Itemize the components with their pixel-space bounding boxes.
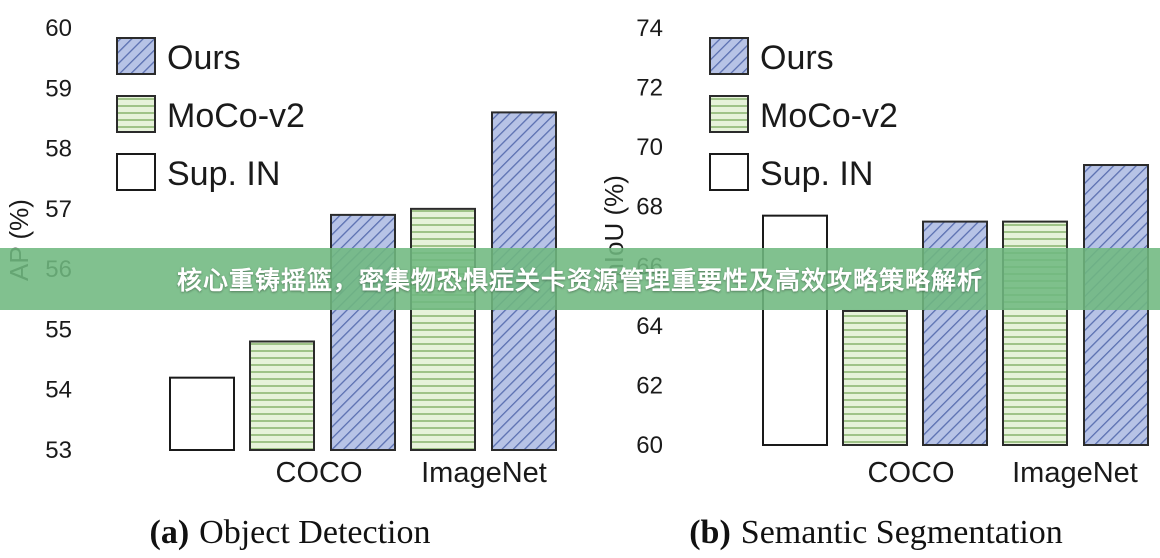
- semantic-segmentation-chart: 6062646668707274 mIoU (%) COCO ImageNet …: [599, 15, 1149, 551]
- banner-text: 核心重铸摇篮，密集物恐惧症关卡资源管理重要性及高效攻略策略解析: [176, 266, 983, 295]
- chart-caption: (b) Semantic Segmentation: [689, 514, 1063, 551]
- legend: Ours MoCo-v2 Sup. IN: [709, 37, 898, 193]
- caption-text: Object Detection: [199, 514, 430, 551]
- y-tick-label: 68: [636, 194, 663, 221]
- caption-letter: (b): [689, 514, 731, 551]
- y-tick-label: 60: [636, 432, 663, 459]
- bar-coco-moco-v2: [842, 309, 908, 447]
- y-tick-label: 70: [636, 134, 663, 161]
- object-detection-chart: 5354555657585960 AP (%) COCO ImageNet Ou…: [4, 15, 557, 551]
- legend-label-ours: Ours: [760, 39, 834, 77]
- legend-swatch-moco-v2: [709, 95, 749, 133]
- bar-coco-moco-v2: [249, 340, 315, 451]
- chart-caption: (a) Object Detection: [150, 514, 431, 551]
- caption-letter: (a): [150, 514, 190, 551]
- y-axis-ticks: 5354555657585960: [45, 15, 72, 464]
- y-tick-label: 72: [636, 75, 663, 102]
- legend-swatch-sup-in: [709, 153, 749, 191]
- legend-label-moco-v2: MoCo-v2: [760, 97, 898, 135]
- y-tick-label: 54: [45, 377, 72, 404]
- y-tick-label: 58: [45, 136, 72, 163]
- legend-label-moco-v2: MoCo-v2: [167, 97, 305, 135]
- legend-label-ours: Ours: [167, 39, 241, 77]
- y-tick-label: 57: [45, 196, 72, 223]
- category-label-coco: COCO: [868, 457, 955, 489]
- legend-swatch-ours: [116, 37, 156, 75]
- y-axis-ticks: 6062646668707274: [636, 15, 663, 459]
- y-tick-label: 62: [636, 372, 663, 399]
- legend-swatch-sup-in: [116, 153, 156, 191]
- y-tick-label: 60: [45, 15, 72, 42]
- y-tick-label: 74: [636, 15, 663, 42]
- category-label-imagenet: ImageNet: [1012, 457, 1138, 489]
- bar-imagenet-moco-v2: [410, 207, 476, 451]
- overlay-banner: 核心重铸摇篮，密集物恐惧症关卡资源管理重要性及高效攻略策略解析: [0, 248, 1160, 310]
- legend-swatch-moco-v2: [116, 95, 156, 133]
- caption-text: Semantic Segmentation: [741, 514, 1063, 551]
- category-label-imagenet: ImageNet: [421, 457, 547, 489]
- legend-label-sup-in: Sup. IN: [760, 155, 873, 193]
- bar-coco-sup-in: [169, 376, 235, 451]
- category-label-coco: COCO: [276, 457, 363, 489]
- legend-swatch-ours: [709, 37, 749, 75]
- y-tick-label: 64: [636, 313, 663, 340]
- legend: Ours MoCo-v2 Sup. IN: [116, 37, 305, 193]
- y-tick-label: 59: [45, 75, 72, 102]
- legend-label-sup-in: Sup. IN: [167, 155, 280, 193]
- y-tick-label: 55: [45, 316, 72, 343]
- y-tick-label: 53: [45, 437, 72, 464]
